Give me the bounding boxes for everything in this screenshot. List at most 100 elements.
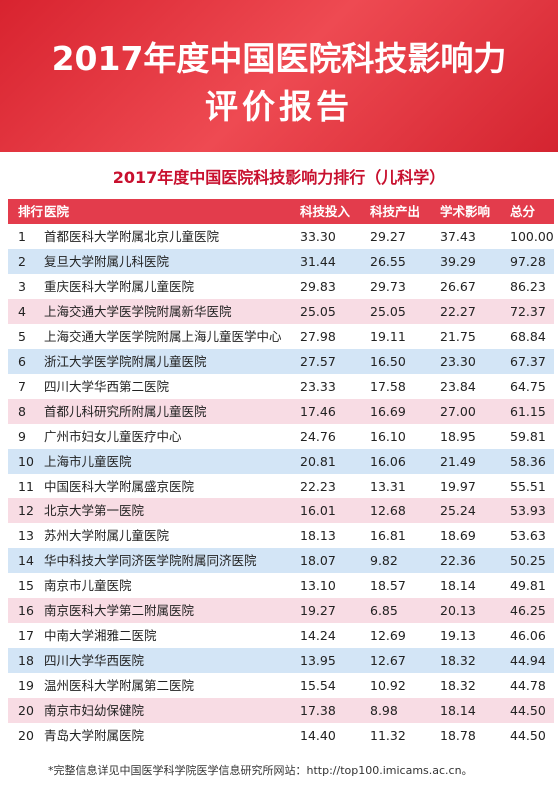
cell: 15.54 [300,678,336,694]
header-row: 排行 医院 科技投入 科技产出 学术影响 总分 [8,199,554,224]
cell: 22.27 [440,303,476,319]
cell: 20.13 [440,603,476,619]
cell: 南京市妇幼保健院 [44,703,145,719]
cell: 18.95 [440,428,476,444]
table-row: 17 中南大学湘雅二医院 14.24 12.69 19.13 46.06 [8,623,554,648]
cell: 55.51 [510,478,546,494]
cell: 中国医科大学附属盛京医院 [44,478,195,494]
table-row: 11 中国医科大学附属盛京医院 22.23 13.31 19.97 55.51 [8,474,554,499]
cell: 59.81 [510,428,546,444]
cell: 浙江大学医学院附属儿童医院 [44,353,207,369]
cell: 9.82 [370,553,398,569]
cell: 14.24 [300,628,336,644]
cell: 19.27 [300,603,336,619]
cell: 13.10 [300,578,336,594]
cell: 16.06 [370,453,406,469]
cell: 12.67 [370,653,406,669]
table-row: 6 浙江大学医学院附属儿童医院 27.57 16.50 23.30 67.37 [8,348,554,374]
cell: 2 [18,253,26,269]
cell: 中南大学湘雅二医院 [44,628,157,644]
banner: 2017年度中国医院科技影响力 评价报告 [0,0,558,152]
cell: 华中科技大学同济医学院附属同济医院 [44,553,257,569]
cell: 4 [18,303,26,319]
cell: 16.01 [300,503,336,519]
cell: 19.13 [440,628,476,644]
cell: 29.83 [300,278,336,294]
cell: 18 [18,653,34,669]
cell: 总分 [510,204,536,219]
cell: 37.43 [440,229,476,244]
cell: 27.00 [440,403,476,419]
cell: 18.07 [300,553,336,569]
cell: 17.38 [300,703,336,719]
cell: 1 [18,229,26,244]
title: 2017年度中国医院科技影响力 [51,39,507,78]
cell: 53.63 [510,528,546,544]
cell: 46.06 [510,628,546,644]
cell: 23.84 [440,378,476,394]
cell: 15 [18,578,34,594]
cell: 8.98 [370,703,398,719]
table-row: 10 上海市儿童医院 20.81 16.06 21.49 58.36 [8,448,554,474]
cell: 29.27 [370,229,406,244]
cell: 20 [18,703,34,719]
cell: 10 [18,453,34,469]
cell: 22.36 [440,553,476,569]
cell: 14.40 [300,728,336,743]
cell: 18.14 [440,703,476,719]
cell: 97.28 [510,253,546,269]
cell: 17 [18,628,34,644]
cell: 67.37 [510,353,546,369]
cell: 61.15 [510,403,546,419]
cell: 25.05 [370,303,406,319]
cell: 3 [18,278,26,294]
cell: 25.05 [300,303,336,319]
cell: 18.78 [440,728,476,743]
table-row: 1 首都医科大学附属北京儿童医院 33.30 29.27 37.43 100.00 [8,224,554,249]
cell: 8 [18,403,26,419]
cell: 7 [18,378,26,394]
cell: 13 [18,528,34,544]
cell: 青岛大学附属医院 [44,728,145,743]
cell: 20 [18,728,34,743]
cell: 46.25 [510,603,546,619]
cell: 6.85 [370,603,398,619]
cell: 首都医科大学附属北京儿童医院 [44,229,220,244]
cell: 12.69 [370,628,406,644]
cell: 科技投入 [300,204,351,219]
cell: 18.57 [370,578,406,594]
cell: 16.69 [370,403,406,419]
cell: 13.95 [300,653,336,669]
cell: 上海交通大学医学院附属上海儿童医学中心 [44,328,282,344]
cell: 12 [18,503,34,519]
cell: 19.11 [370,328,406,344]
cell: 18.14 [440,578,476,594]
cell: 科技产出 [370,204,421,219]
table-row: 15 南京市儿童医院 13.10 18.57 18.14 49.81 [8,573,554,598]
cell: 四川大学华西第二医院 [44,378,170,394]
cell: 广州市妇女儿童医疗中心 [44,428,182,444]
cell: 11.32 [370,728,406,743]
cell: 19 [18,678,34,694]
cell: 四川大学华西医院 [44,653,145,669]
cell: 68.84 [510,328,546,344]
cell: 23.33 [300,378,336,394]
cell: 13.31 [370,478,406,494]
cell: 苏州大学附属儿童医院 [44,528,170,544]
cell: 北京大学第一医院 [44,503,145,519]
table-row: 5 上海交通大学医学院附属上海儿童医学中心 27.98 19.11 21.75 68.84 [8,324,554,349]
cell: 排行 [18,204,44,219]
cell: 26.55 [370,253,406,269]
cell: 南京医科大学第二附属医院 [44,603,195,619]
cell: 23.30 [440,353,476,369]
cell: 31.44 [300,253,336,269]
cell: 18.32 [440,653,476,669]
cell: 72.37 [510,303,546,319]
cell: 16.81 [370,528,406,544]
cell: 18.13 [300,528,336,544]
title: 评价报告 [205,87,353,126]
cell: 26.67 [440,278,476,294]
cell: 17.58 [370,378,406,394]
cell: 44.78 [510,678,546,694]
